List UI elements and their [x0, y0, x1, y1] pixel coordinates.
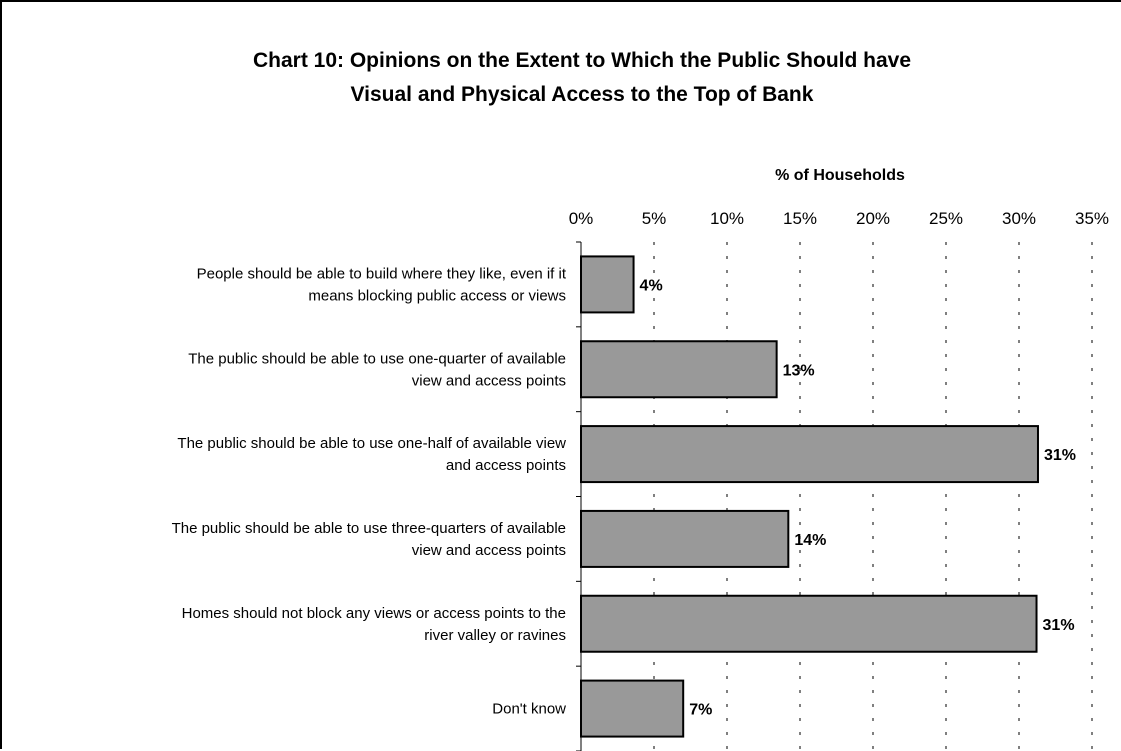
x-tick-label: 35% — [1075, 209, 1109, 228]
chart-title: Chart 10: Opinions on the Extent to Whic… — [253, 49, 911, 106]
x-tick-label: 5% — [642, 209, 667, 228]
category-label: and access points — [446, 457, 566, 474]
gridlines — [653, 242, 1093, 751]
bars — [580, 255, 1039, 738]
bar — [580, 340, 778, 399]
data-label: 13% — [783, 362, 815, 379]
data-label: 31% — [1043, 617, 1075, 634]
bar — [580, 255, 635, 314]
x-axis-label: % of Households — [775, 167, 905, 184]
x-tick-label: 10% — [710, 209, 744, 228]
category-label: Don't know — [492, 701, 566, 718]
category-label: The public should be able to use one-qua… — [188, 350, 566, 367]
x-tick-label: 25% — [929, 209, 963, 228]
category-label: The public should be able to use three-q… — [172, 520, 566, 537]
category-label: The public should be able to use one-hal… — [177, 435, 566, 452]
bar — [580, 425, 1039, 484]
bar — [580, 594, 1038, 653]
bar — [580, 679, 685, 738]
x-tick-label: 20% — [856, 209, 890, 228]
y-axis — [576, 241, 582, 751]
data-label: 14% — [794, 532, 826, 549]
category-label: means blocking public access or views — [308, 287, 566, 304]
category-label: People should be able to build where the… — [197, 265, 567, 282]
x-tick-label: 30% — [1002, 209, 1036, 228]
data-label: 31% — [1044, 447, 1076, 464]
x-tick-label: 0% — [569, 209, 594, 228]
x-tick-labels: 0% 5% 10% 15% 20% 25% 30% 35% — [569, 209, 1109, 228]
chart-title-line-1: Chart 10: Opinions on the Extent to Whic… — [253, 49, 911, 72]
bar — [580, 509, 790, 568]
category-label: Homes should not block any views or acce… — [182, 605, 566, 622]
category-label: river valley or ravines — [424, 627, 566, 644]
chart-title-line-2: Visual and Physical Access to the Top of… — [351, 83, 814, 106]
data-labels: 4% 13% 31% 14% 31% 7% — [640, 277, 1076, 718]
category-label: view and access points — [412, 542, 566, 559]
category-labels: People should be able to build where the… — [172, 265, 567, 717]
category-label: view and access points — [412, 372, 566, 389]
data-label: 4% — [640, 277, 663, 294]
data-label: 7% — [689, 702, 712, 719]
x-tick-label: 15% — [783, 209, 817, 228]
